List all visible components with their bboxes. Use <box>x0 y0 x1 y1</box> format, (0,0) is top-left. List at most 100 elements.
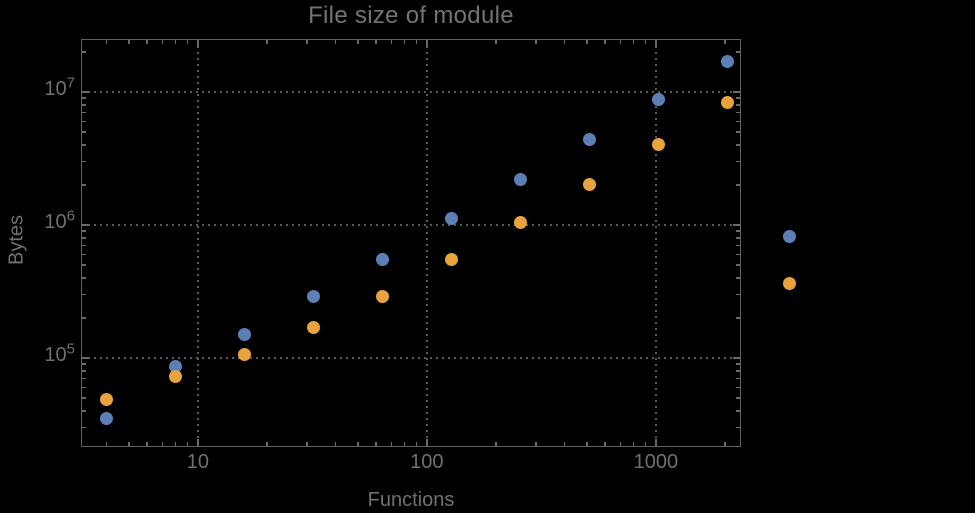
x-tick <box>655 439 657 446</box>
data-point-series-1 <box>513 173 527 187</box>
y-tick <box>733 357 740 359</box>
y-tick <box>736 293 740 296</box>
data-point-series-1 <box>169 360 183 374</box>
y-tick-label: 107 <box>44 74 75 100</box>
y-tick <box>736 97 740 99</box>
y-tick <box>82 51 86 53</box>
x-tick <box>375 40 377 44</box>
y-tick <box>82 426 86 429</box>
y-tick <box>736 277 740 279</box>
x-tick <box>105 442 108 446</box>
x-tick <box>632 442 635 446</box>
x-tick <box>415 442 418 446</box>
data-point-series-2 <box>582 178 596 192</box>
chart-title: File size of module <box>308 2 514 29</box>
y-tick <box>736 237 740 239</box>
x-tick <box>174 442 177 446</box>
x-tick <box>415 40 418 44</box>
legend-marker-series-1 <box>782 229 796 243</box>
x-tick <box>197 40 199 47</box>
x-tick <box>644 442 647 446</box>
x-tick <box>495 442 497 446</box>
y-tick <box>736 386 740 389</box>
x-tick <box>128 40 130 44</box>
x-tick <box>644 40 647 44</box>
x-tick <box>357 40 359 44</box>
grid-line-horizontal <box>82 224 740 226</box>
x-tick <box>535 40 537 44</box>
y-tick <box>736 377 740 380</box>
y-tick <box>736 51 740 53</box>
x-tick <box>619 442 622 446</box>
data-point-series-1 <box>720 54 734 68</box>
y-tick <box>736 317 740 319</box>
x-tick <box>306 40 308 44</box>
y-tick <box>733 91 740 93</box>
y-tick <box>82 237 86 239</box>
x-tick <box>105 40 108 44</box>
x-tick <box>563 442 566 446</box>
y-tick <box>736 111 740 114</box>
data-point-series-1 <box>238 327 252 341</box>
y-tick <box>736 370 740 372</box>
x-axis-label: Functions <box>367 489 455 511</box>
y-tick <box>736 426 740 429</box>
y-tick <box>82 386 86 389</box>
y-tick <box>736 160 740 163</box>
x-tick <box>161 442 164 446</box>
y-tick <box>82 317 86 319</box>
data-point-series-2 <box>238 347 252 361</box>
data-point-series-1 <box>651 93 665 107</box>
y-tick <box>82 111 86 114</box>
x-tick <box>174 40 177 44</box>
data-point-series-2 <box>651 137 665 151</box>
y-tick <box>736 410 740 412</box>
x-tick <box>146 40 148 44</box>
x-tick <box>495 40 497 44</box>
x-tick <box>197 439 199 446</box>
x-tick <box>604 442 606 446</box>
y-tick <box>736 264 740 266</box>
x-tick <box>403 442 406 446</box>
x-tick <box>426 40 428 47</box>
y-tick <box>736 397 740 399</box>
y-tick <box>82 230 86 232</box>
x-tick <box>604 40 606 44</box>
legend-marker-series-2 <box>782 276 796 290</box>
y-tick <box>82 104 86 106</box>
x-tick <box>306 442 308 446</box>
y-tick <box>736 131 740 133</box>
y-tick <box>82 377 86 380</box>
y-tick <box>82 277 86 279</box>
y-tick <box>82 244 86 247</box>
y-tick <box>82 144 86 146</box>
data-point-series-1 <box>307 289 321 303</box>
y-tick <box>736 230 740 232</box>
x-tick <box>724 40 726 44</box>
x-tick <box>161 40 164 44</box>
x-tick <box>655 40 657 47</box>
x-tick-label: 100 <box>410 451 444 473</box>
y-tick <box>82 397 86 399</box>
x-tick <box>375 442 377 446</box>
data-point-series-2 <box>720 96 734 110</box>
y-tick <box>82 253 86 256</box>
grid-line-vertical <box>654 40 657 446</box>
grid-line-vertical <box>425 40 428 446</box>
x-tick <box>266 442 268 446</box>
data-point-series-1 <box>582 133 596 147</box>
y-tick <box>82 120 86 123</box>
x-tick <box>535 442 537 446</box>
data-point-series-2 <box>513 215 527 229</box>
data-point-series-2 <box>375 289 389 303</box>
y-tick <box>736 363 740 365</box>
y-tick <box>736 120 740 123</box>
x-tick <box>357 442 359 446</box>
y-tick <box>82 160 86 163</box>
x-tick <box>619 40 622 44</box>
y-tick <box>82 293 86 296</box>
y-tick-label: 105 <box>44 340 75 366</box>
y-tick <box>82 363 86 365</box>
x-tick <box>146 442 148 446</box>
y-tick <box>736 184 740 186</box>
